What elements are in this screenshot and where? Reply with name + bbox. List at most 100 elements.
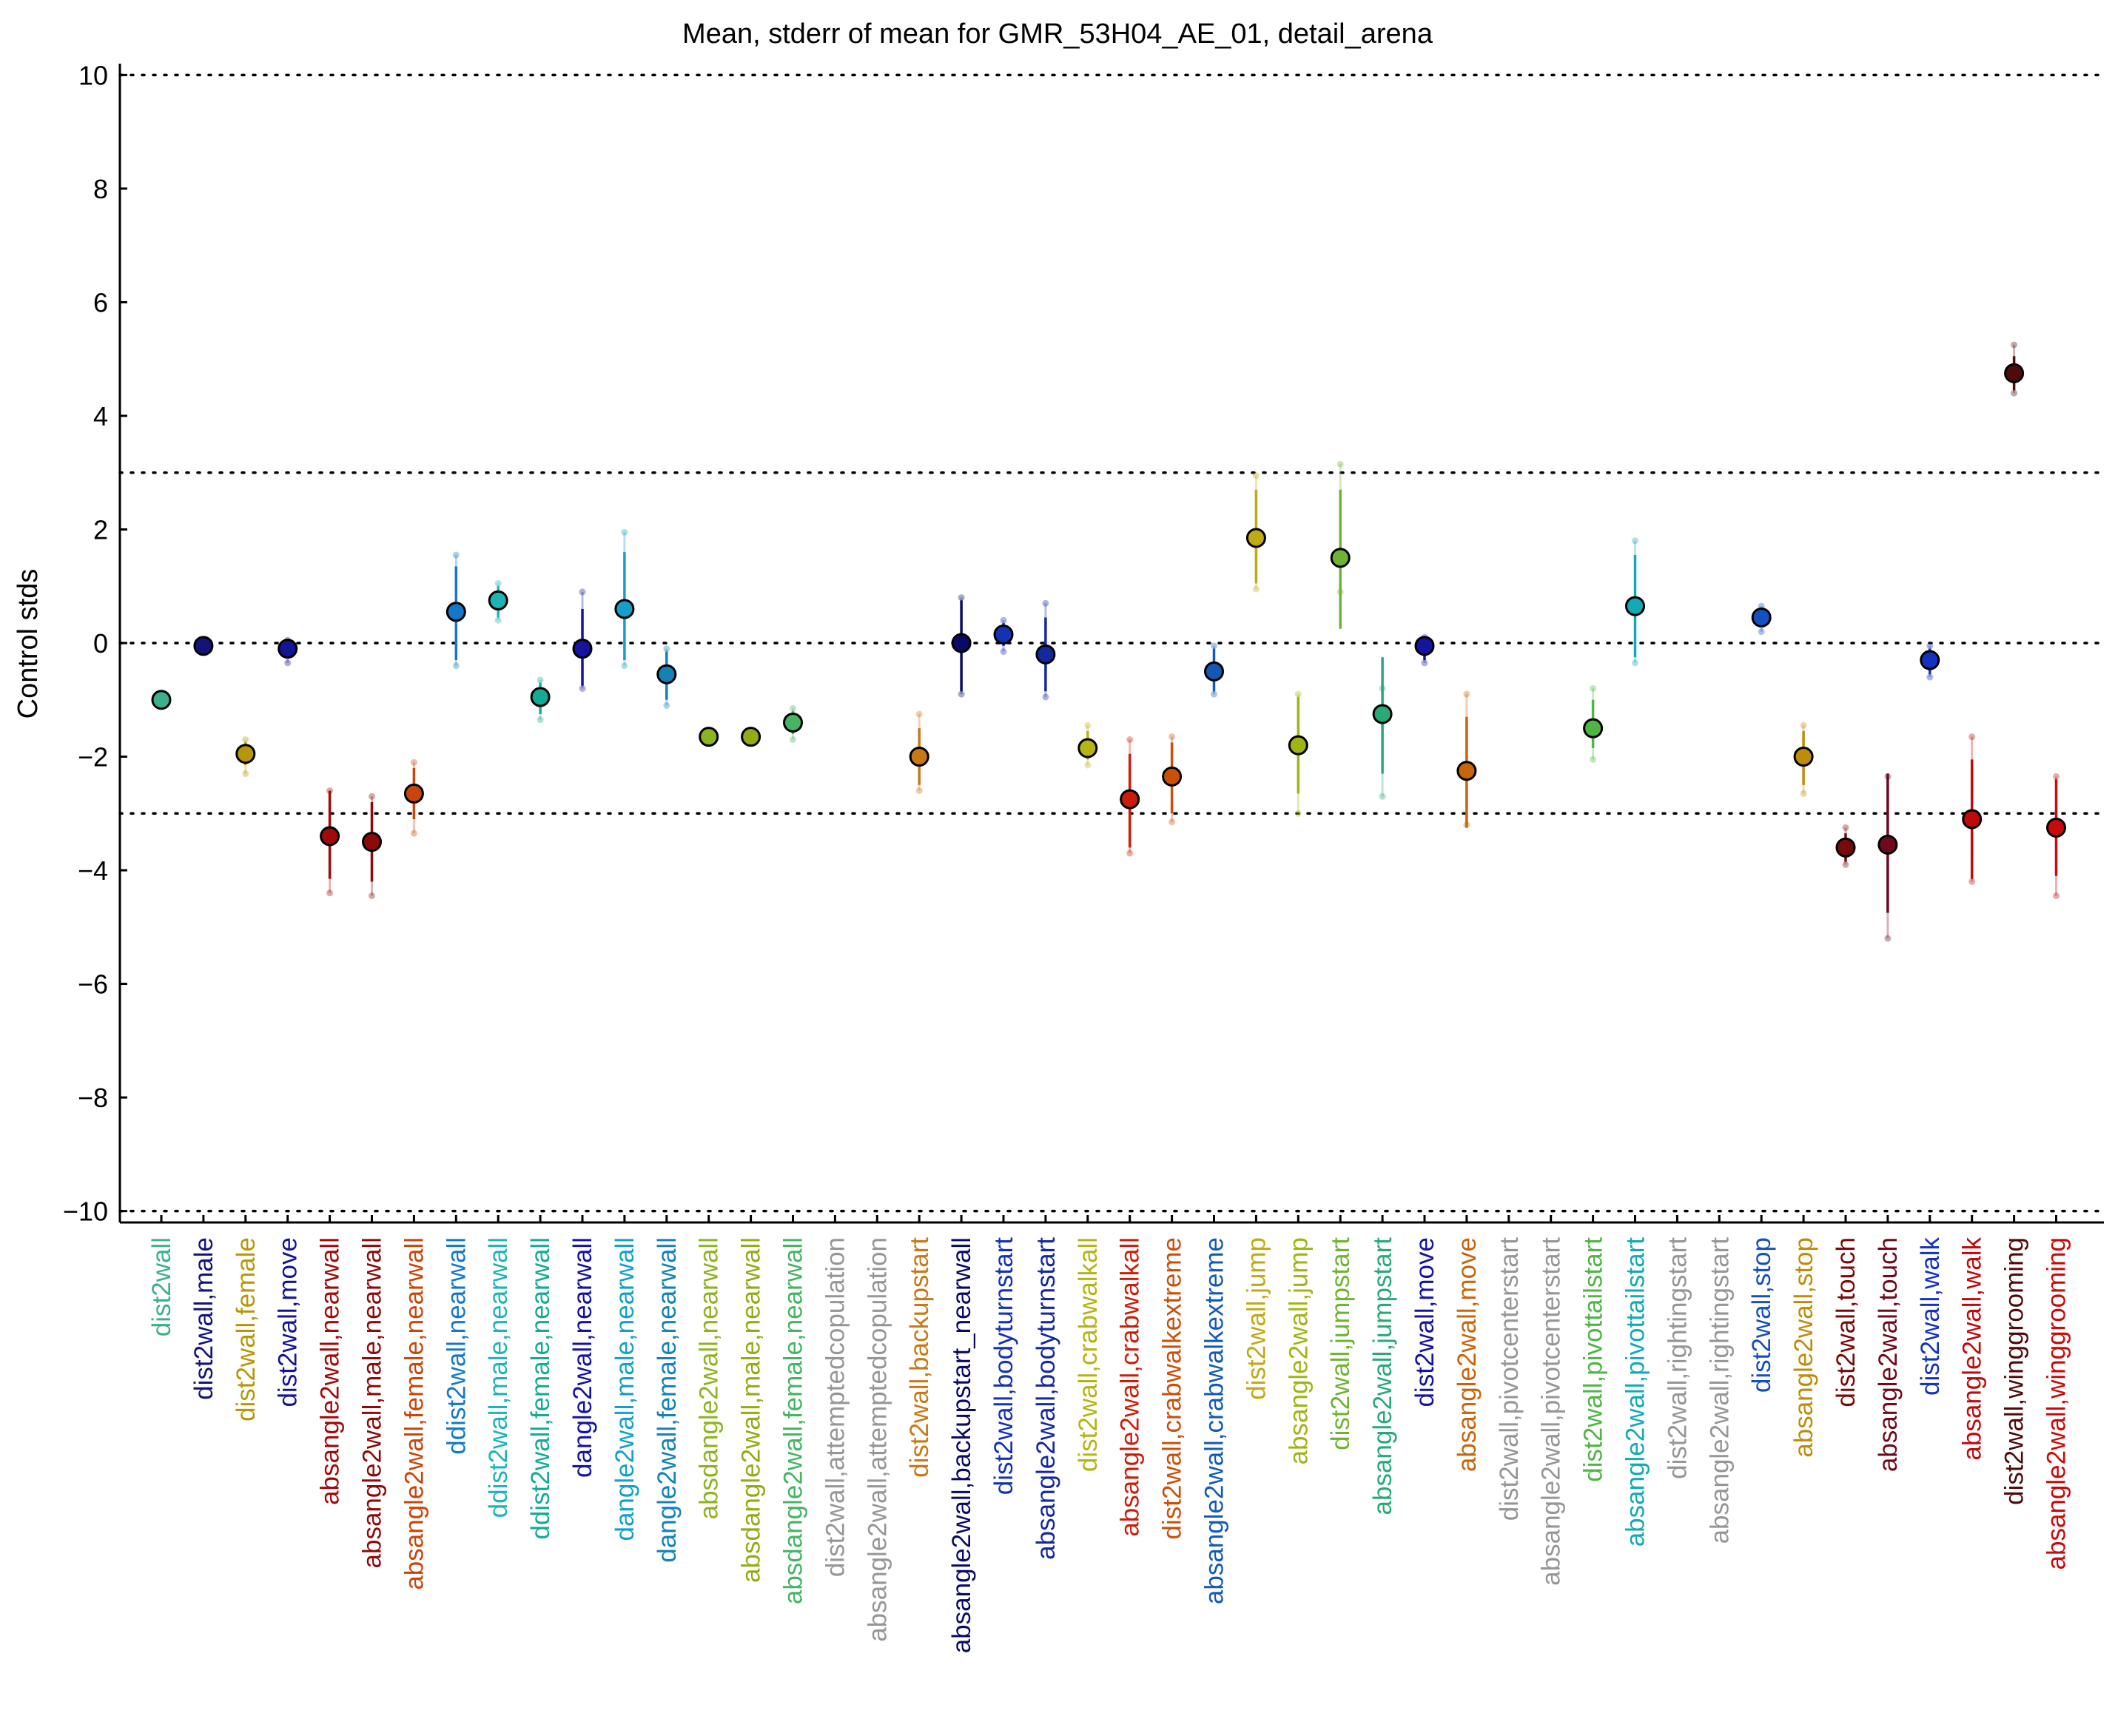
range-min-point — [494, 616, 502, 624]
x-tick-label: dist2wall,crabwalkall — [1074, 1237, 1103, 1472]
range-max-point — [2011, 341, 2018, 349]
range-max-point — [242, 736, 249, 743]
data-point-group — [909, 710, 929, 795]
range-min-point — [1884, 935, 1892, 942]
data-point-group — [362, 793, 382, 900]
x-tick-label: dangle2wall,female,nearwall — [653, 1237, 682, 1563]
mean-point — [993, 624, 1014, 645]
x-tick-label: absangle2wall,move — [1453, 1237, 1482, 1472]
data-point-group — [1625, 537, 1645, 667]
range-min-point — [1590, 756, 1597, 763]
range-max-point — [1590, 684, 1597, 692]
data-point-group — [1288, 690, 1308, 817]
x-tick-label: absangle2wall,bodyturnstart — [1032, 1237, 1060, 1560]
x-tick-label: ddist2wall,female,nearwall — [526, 1237, 555, 1540]
range-max-point — [1211, 642, 1217, 650]
data-point-group — [445, 551, 466, 670]
x-tick-label: absangle2wall,touch — [1874, 1237, 1903, 1472]
range-min-point — [1758, 628, 1765, 636]
data-point-group — [151, 690, 172, 710]
data-point-group — [1835, 824, 1856, 868]
x-tick-label: dist2wall — [147, 1237, 176, 1336]
range-min-point — [958, 690, 965, 698]
mean-point — [1583, 718, 1604, 739]
data-point-group — [278, 636, 298, 667]
range-max-point — [369, 793, 375, 800]
x-tick-label: dist2wall,crabwalkextreme — [1158, 1237, 1187, 1539]
mean-point — [320, 826, 340, 847]
range-min-point — [915, 787, 923, 795]
data-point-group — [1751, 602, 1772, 636]
data-point-group — [1330, 460, 1351, 629]
reference-lines — [118, 73, 2105, 1213]
mean-point — [1793, 747, 1814, 767]
x-tick-label: dist2wall,touch — [1832, 1237, 1860, 1407]
data-point-group — [1456, 690, 1477, 829]
range-max-point — [452, 551, 460, 559]
range-max-point — [410, 758, 417, 766]
data-point-group — [614, 528, 635, 670]
data-point-group — [572, 588, 593, 692]
range-min-point — [2053, 892, 2059, 900]
range-max-point — [1336, 460, 1344, 468]
mean-point — [1162, 766, 1183, 787]
range-max-point — [1294, 690, 1302, 698]
mean-point — [1835, 837, 1856, 858]
mean-point — [488, 590, 508, 610]
range-max-point — [579, 588, 586, 596]
range-min-point — [1926, 673, 1934, 681]
mean-point — [403, 783, 424, 804]
y-tick-label: 4 — [93, 401, 108, 431]
mean-point — [1920, 650, 1940, 670]
range-min-point — [621, 662, 628, 670]
mean-point — [1877, 835, 1898, 855]
data-point-group — [699, 727, 719, 747]
range-min-point — [1042, 693, 1049, 701]
data-point-group — [193, 636, 214, 656]
y-tick-label: −10 — [63, 1197, 108, 1227]
range-max-point — [663, 645, 670, 653]
data-point-group — [488, 579, 508, 624]
range-max-point — [1084, 721, 1092, 729]
mean-point — [572, 639, 593, 659]
range-min-point — [1169, 818, 1176, 826]
data-point-group — [1120, 736, 1140, 857]
mean-point — [1625, 596, 1645, 616]
data-point-group — [1793, 721, 1814, 797]
data-point-group — [235, 736, 256, 778]
data-point-group — [320, 787, 340, 897]
data-marks — [151, 341, 2066, 942]
range-min-point — [1632, 659, 1638, 667]
x-tick-label: dist2wall,attemptedcopulation — [821, 1237, 850, 1577]
range-min-point — [326, 889, 334, 897]
x-tick-label: dist2wall,female — [232, 1237, 260, 1422]
data-point-group — [1583, 684, 1604, 763]
range-max-point — [1463, 690, 1470, 698]
y-tick-label: 6 — [93, 287, 108, 317]
range-max-point — [790, 704, 796, 712]
x-tick-label: absangle2wall,pivottailstart — [1621, 1237, 1650, 1547]
x-tick-label: absangle2wall,backupstart_nearwall — [947, 1237, 976, 1653]
x-tick-label: absangle2wall,stop — [1789, 1237, 1818, 1458]
range-min-point — [537, 716, 544, 724]
x-tick-label: dist2wall,jumpstart — [1326, 1237, 1355, 1450]
range-min-point — [1000, 648, 1007, 656]
x-tick-label: absdangle2wall,male,nearwall — [737, 1237, 766, 1583]
range-min-point — [579, 684, 586, 692]
mean-point — [1204, 661, 1224, 682]
mean-point — [2004, 363, 2025, 383]
data-point-group — [993, 616, 1014, 656]
mean-point — [1751, 607, 1772, 628]
data-point-group — [1372, 657, 1393, 800]
x-tick-label: dist2wall,pivotcenterstart — [1495, 1237, 1524, 1521]
mean-point — [1456, 761, 1477, 781]
x-tick-label: absangle2wall,jump — [1284, 1237, 1313, 1464]
range-max-point — [1800, 721, 1807, 729]
x-tick-label: dist2wall,walk — [1916, 1237, 1945, 1396]
y-tick-label: −8 — [78, 1083, 108, 1113]
x-tick-label: ddist2wall,male,nearwall — [484, 1237, 513, 1518]
mean-point — [951, 633, 972, 653]
range-max-point — [1632, 537, 1638, 545]
mean-point — [783, 712, 803, 733]
